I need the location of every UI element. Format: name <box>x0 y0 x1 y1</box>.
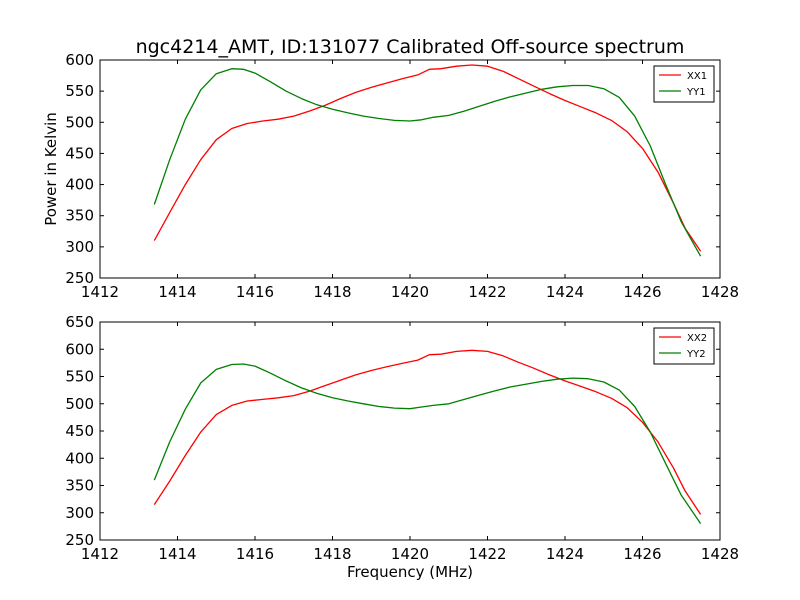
x-tick-label: 1416 <box>236 283 274 301</box>
y-tick-label: 500 <box>65 113 94 131</box>
legend-label: XX2 <box>687 333 707 344</box>
y-tick-label: 400 <box>65 176 94 194</box>
y-tick-label: 600 <box>65 340 94 358</box>
x-tick-label: 1426 <box>623 283 661 301</box>
x-tick-label: 1428 <box>701 545 739 563</box>
y-tick-label: 350 <box>65 207 94 225</box>
x-tick-label: 1418 <box>313 545 351 563</box>
x-tick-label: 1420 <box>391 545 429 563</box>
y-tick-label: 300 <box>65 238 94 256</box>
y-tick-label: 600 <box>65 51 94 69</box>
series-line-xx2 <box>153 349 702 515</box>
x-tick-label: 1422 <box>468 283 506 301</box>
x-tick-label: 1424 <box>546 283 584 301</box>
y-tick-label: 450 <box>65 422 94 440</box>
x-tick-label: 1424 <box>546 545 584 563</box>
x-tick-label: 1422 <box>468 545 506 563</box>
figure-title: ngc4214_AMT, ID:131077 Calibrated Off-so… <box>136 36 685 58</box>
plot-area <box>99 59 721 279</box>
legend-box <box>653 65 715 103</box>
x-tick-label: 1414 <box>158 283 196 301</box>
x-tick-label: 1414 <box>158 545 196 563</box>
legend-box <box>653 327 715 365</box>
chart-panel-1: 1412 1414 1416 1418 1420 1422 1424 1426 1428 250 3… <box>42 51 739 301</box>
y-axis-label: Power in Kelvin <box>42 112 60 226</box>
y-tick-label: 400 <box>65 449 94 467</box>
y-tick-label: 650 <box>65 313 94 331</box>
y-tick-label: 550 <box>65 368 94 386</box>
y-tick-label: 350 <box>65 477 94 495</box>
x-tick-label: 1426 <box>623 545 661 563</box>
legend-label: XX1 <box>687 71 707 82</box>
x-axis-label: Frequency (MHz) <box>347 563 473 581</box>
legend-label: YY1 <box>686 87 706 98</box>
plot-area <box>99 321 721 541</box>
y-tick-label: 250 <box>65 269 94 287</box>
y-tick-label: 550 <box>65 82 94 100</box>
x-tick-label: 1428 <box>701 283 739 301</box>
x-tick-label: 1412 <box>81 545 119 563</box>
chart-panel-2: 1412 1414 1416 1418 1420 1422 1424 1426 1428 250 3… <box>65 313 739 581</box>
y-tick-label: 450 <box>65 144 94 162</box>
x-tick-label: 1416 <box>236 545 274 563</box>
series-line-yy1 <box>153 68 702 257</box>
x-tick-label: 1420 <box>391 283 429 301</box>
y-tick-label: 250 <box>65 531 94 549</box>
y-tick-label: 500 <box>65 395 94 413</box>
series-line-yy2 <box>153 363 702 524</box>
x-tick-label: 1412 <box>81 283 119 301</box>
series-line-xx1 <box>153 64 702 252</box>
y-tick-label: 300 <box>65 504 94 522</box>
x-tick-label: 1418 <box>313 283 351 301</box>
legend-label: YY2 <box>686 349 706 360</box>
